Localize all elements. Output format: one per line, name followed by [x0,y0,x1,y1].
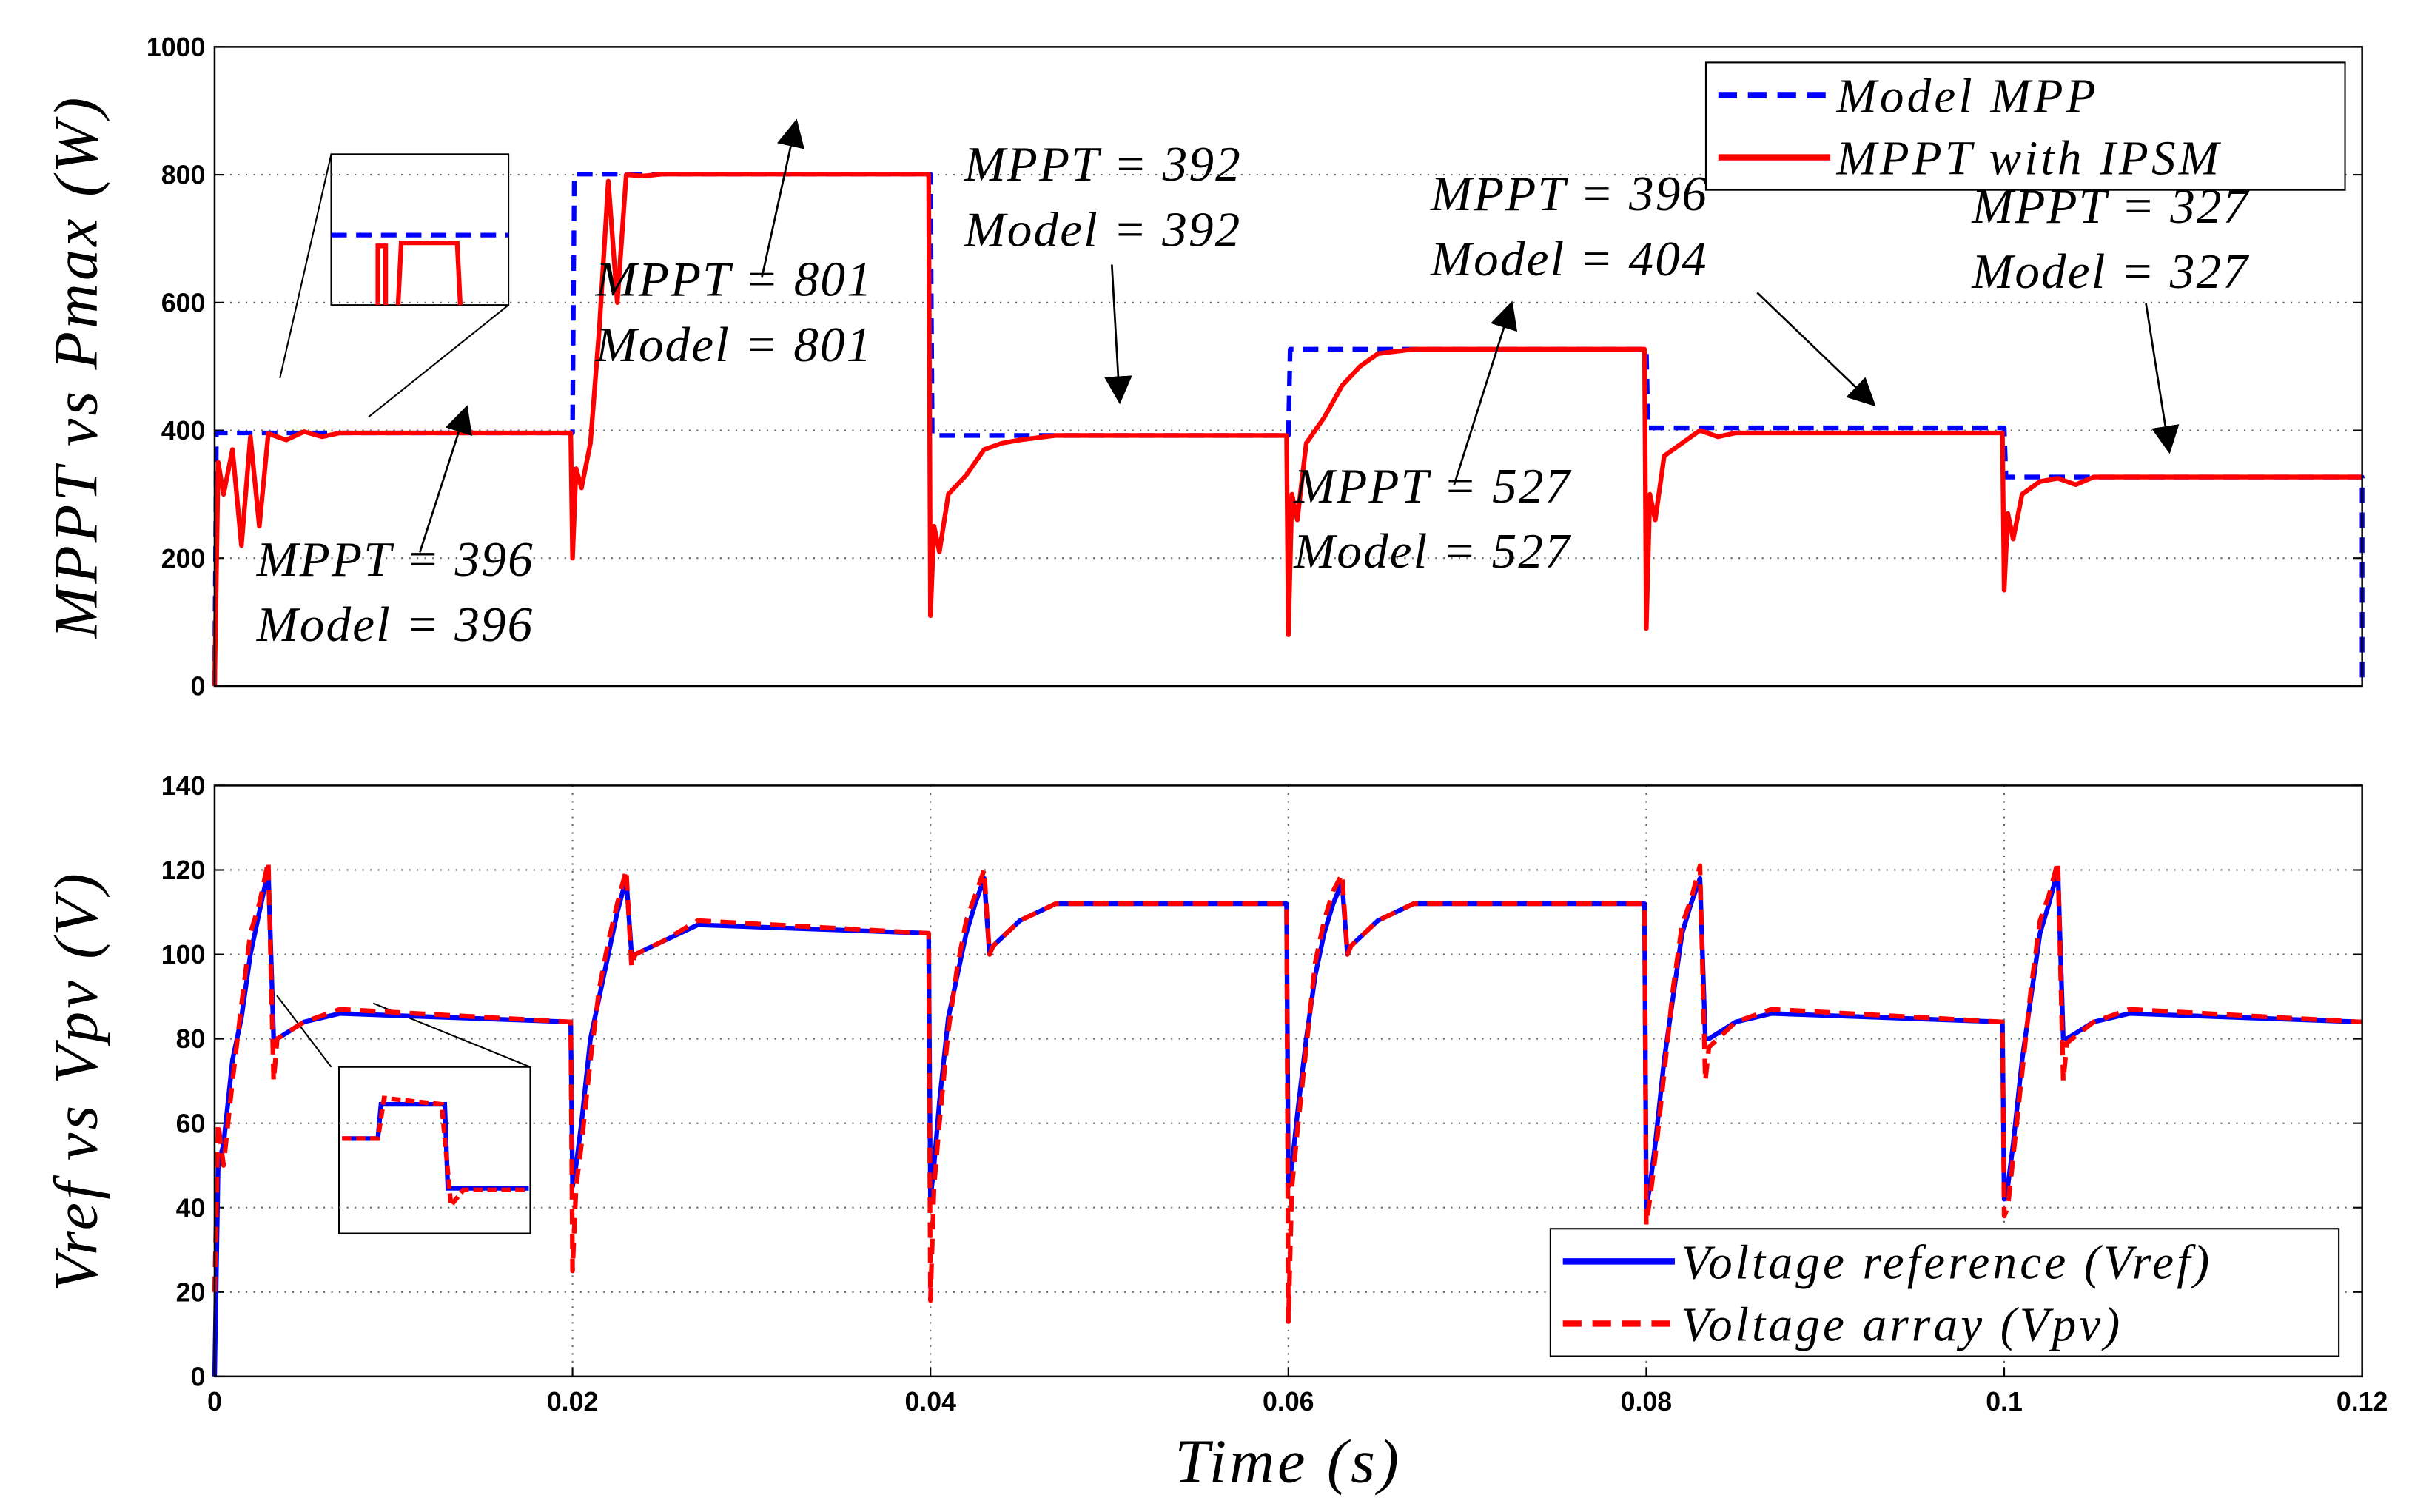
series-line [212,172,2362,686]
legend-box [1549,1228,2340,1357]
y-axis-label: Vref vs Vpv (V) [41,870,110,1291]
inset-top [279,153,510,418]
series-line [212,172,2365,686]
annotation-arrow [419,405,472,553]
legend-box [1704,61,2346,191]
annotation: MPPT = 527 [1293,458,1571,514]
legend-label: Model MPP [1835,70,2098,124]
annotation: Model = 404 [1430,231,1708,286]
annotation-arrow [1104,264,1132,405]
y-tick-label: 20 [176,1277,206,1307]
x-tick-label: 0.04 [904,1387,956,1417]
legend-label: Voltage reference (Vref) [1681,1236,2212,1289]
y-tick-label: 100 [161,940,206,970]
legend-label: Voltage array (Vpv) [1681,1299,2123,1352]
x-axis-label: Time (s) [1175,1428,1402,1496]
plot-frame [213,784,2363,1378]
annotation-arrow [1453,300,1518,486]
x-tick-label: 0.1 [1986,1387,2023,1417]
x-tick-label: 0.08 [1621,1387,1672,1417]
y-tick-label: 200 [161,544,206,574]
annotation: Model = 801 [595,317,873,372]
y-axis-label: MPPT vs Pmax (W) [41,94,110,639]
annotation-arrow [761,118,804,278]
y-tick-label: 40 [176,1193,206,1223]
y-tick-label: 0 [190,1362,205,1391]
annotation: Model = 527 [1293,523,1571,579]
y-tick-label: 140 [161,771,206,801]
annotation: Model = 392 [964,201,1242,257]
annotation: MPPT = 392 [964,136,1242,192]
x-tick-label: 0.12 [2336,1387,2388,1417]
annotation: Model = 396 [256,597,534,652]
y-tick-label: 1000 [147,33,205,62]
annotation-arrow [1756,292,1876,407]
y-tick-label: 0 [190,672,205,702]
x-tick-label: 0.06 [1263,1387,1314,1417]
y-tick-label: 60 [176,1109,206,1138]
y-tick-label: 800 [161,161,206,190]
annotation: MPPT = 396 [1430,166,1708,221]
annotation: Model = 327 [1971,243,2249,299]
annotation: MPPT = 396 [256,531,534,587]
annotation-arrow [2145,303,2180,454]
x-tick-label: 0.02 [547,1387,599,1417]
y-tick-label: 600 [161,288,206,317]
y-tick-label: 400 [161,416,206,446]
y-tick-label: 80 [176,1024,206,1054]
legend-label: MPPT with IPSM [1835,132,2222,186]
annotation: MPPT = 801 [595,252,873,307]
series-line [212,859,2363,1324]
annotation: MPPT = 327 [1971,178,2249,234]
x-tick-label: 0 [207,1387,222,1417]
plot-frame [213,46,2363,688]
y-tick-label: 120 [161,856,206,885]
